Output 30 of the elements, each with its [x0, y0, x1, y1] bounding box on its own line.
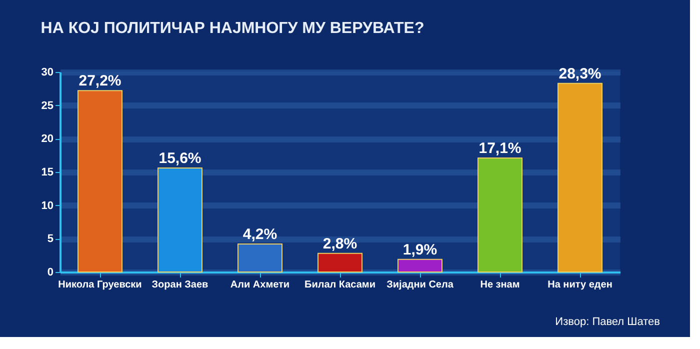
- bar: [398, 258, 442, 272]
- x-tick-label: Али Ахмети: [230, 280, 290, 290]
- x-tick-label: Билал Касами: [304, 280, 376, 290]
- y-tick-label: 15: [41, 166, 54, 178]
- bar: [478, 158, 522, 272]
- bar: [238, 244, 282, 272]
- bar: [158, 168, 202, 272]
- x-tick-label: Зоран Заев: [152, 280, 208, 290]
- bar: [78, 90, 122, 272]
- data-label: 27,2%: [78, 72, 122, 90]
- data-label: 28,3%: [558, 65, 602, 82]
- x-tick-label: Зијадни Села: [386, 280, 454, 290]
- x-tick-label: На ниту еден: [548, 280, 612, 290]
- data-label: 17,1%: [478, 140, 522, 157]
- data-label: 1,9%: [402, 241, 438, 258]
- data-label: 4,2%: [242, 226, 278, 243]
- bar: [318, 252, 362, 272]
- y-tick-label: 25: [41, 100, 54, 112]
- x-tick-label: Никола Груевски: [58, 280, 142, 290]
- data-label: 15,6%: [158, 150, 202, 167]
- chart-title: НА КОЈ ПОЛИТИЧАР НАЈМНОГУ МУ ВЕРУВАТЕ?: [40, 20, 424, 37]
- data-label: 2,8%: [322, 235, 358, 252]
- bar: [558, 82, 602, 272]
- y-tick-label: 10: [41, 200, 54, 212]
- y-tick-label: 0: [47, 266, 54, 278]
- y-tick-label: 30: [41, 66, 54, 78]
- text: Извор: Павел Шатев: [555, 316, 660, 328]
- y-tick-label: 5: [47, 233, 54, 246]
- y-tick-label: 20: [41, 133, 54, 146]
- x-tick-label: Не знам: [480, 280, 520, 290]
